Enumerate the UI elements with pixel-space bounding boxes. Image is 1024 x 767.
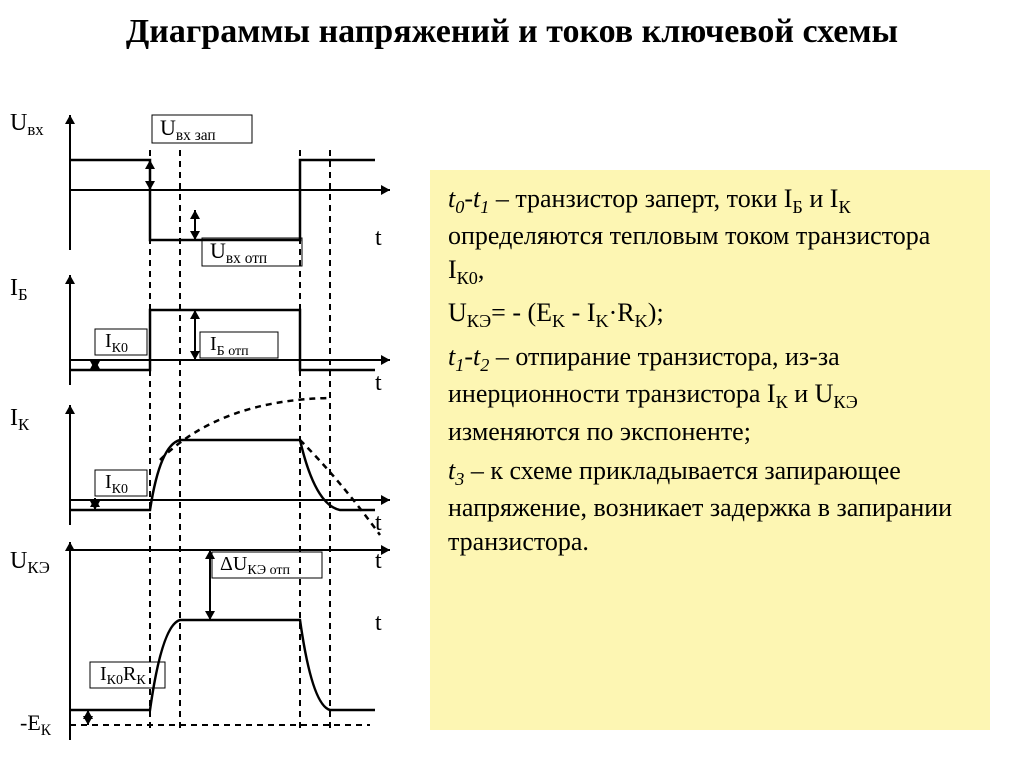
- svg-text:ΔUКЭ отп: ΔUКЭ отп: [220, 553, 290, 578]
- timing-diagram: tUвхUвх запUвх отпtIБIК0IБ отпtIКIК0ttUК…: [10, 110, 420, 750]
- svg-text:IК0: IК0: [105, 471, 128, 497]
- svg-text:IК0RК: IК0RК: [100, 663, 146, 688]
- svg-text:IК0: IК0: [105, 330, 128, 356]
- page-title: Диаграммы напряжений и токов ключевой сх…: [0, 12, 1024, 51]
- svg-text:UКЭ: UКЭ: [10, 548, 50, 577]
- annotation-p2: UКЭ= - (EK - IK·RK);: [448, 296, 972, 333]
- svg-text:t: t: [375, 225, 382, 251]
- svg-text:t: t: [375, 548, 382, 574]
- svg-text:IБ отп: IБ отп: [210, 333, 249, 359]
- annotation-p3: t1-t2 – отпирание транзистора, из-за ине…: [448, 340, 972, 448]
- svg-text:-EК: -EК: [20, 710, 52, 739]
- svg-text:Uвх: Uвх: [10, 110, 44, 139]
- svg-text:Uвх зап: Uвх зап: [160, 115, 216, 144]
- svg-text:IБ: IБ: [10, 275, 28, 304]
- annotation-p1: t0-t1 – транзистор заперт, токи IБ и IК …: [448, 182, 972, 290]
- svg-text:IК: IК: [10, 405, 30, 434]
- svg-text:t: t: [375, 370, 382, 396]
- annotation-p4: t3 – к схеме прикладывается запирающее н…: [448, 454, 972, 558]
- svg-text:t: t: [375, 610, 382, 636]
- annotation-panel: t0-t1 – транзистор заперт, токи IБ и IК …: [430, 170, 990, 730]
- svg-text:Uвх отп: Uвх отп: [210, 238, 267, 267]
